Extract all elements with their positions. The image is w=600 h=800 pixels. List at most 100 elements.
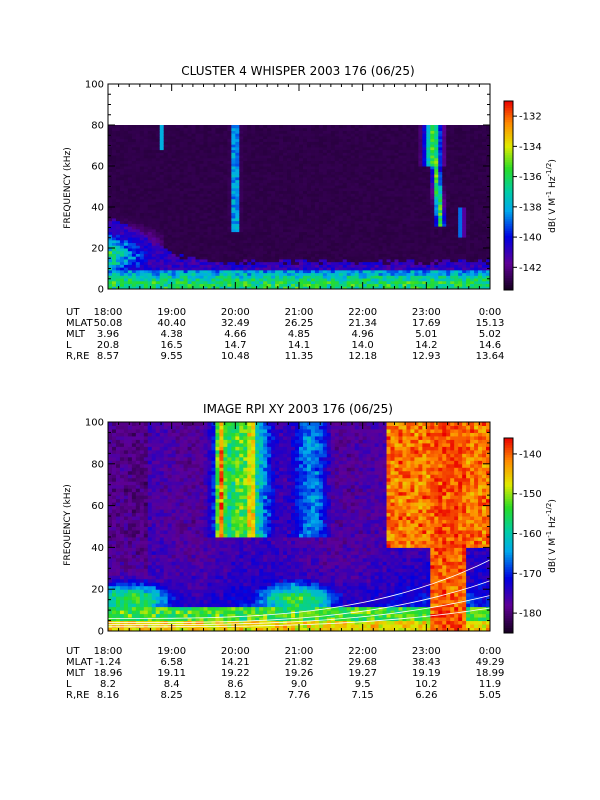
- whisper-cell: [378, 201, 384, 205]
- whisper-cell: [227, 176, 232, 181]
- whisper-cell: [346, 258, 352, 263]
- whisper-cell: [159, 174, 165, 178]
- whisper-cell: [199, 278, 204, 282]
- whisper-cell: [402, 226, 407, 230]
- whisper-cell: [263, 217, 268, 222]
- whisper-cell: [211, 204, 216, 208]
- whisper-cell: [390, 135, 395, 140]
- whisper-cell: [322, 146, 328, 151]
- whisper-cell: [155, 163, 161, 167]
- whisper-cell: [259, 245, 264, 249]
- whisper-cell: [171, 239, 177, 244]
- whisper-cell: [378, 198, 384, 203]
- whisper-cell: [127, 258, 133, 263]
- whisper-cell: [326, 190, 332, 194]
- whisper-cell: [259, 209, 264, 213]
- whisper-cell: [378, 185, 384, 189]
- whisper-cell: [334, 226, 340, 230]
- whisper-cell: [247, 237, 252, 241]
- whisper-cell: [175, 135, 181, 140]
- whisper-cell: [179, 242, 185, 246]
- whisper-cell: [287, 193, 292, 197]
- whisper-cell: [219, 157, 224, 162]
- whisper-cell: [179, 160, 185, 164]
- whisper-cell: [271, 261, 276, 265]
- whisper-cell: [163, 163, 169, 167]
- whisper-cell: [243, 258, 248, 263]
- whisper-cell: [159, 190, 165, 194]
- whisper-cell: [203, 152, 208, 156]
- whisper-cell: [175, 185, 181, 189]
- whisper-cell: [366, 163, 372, 167]
- whisper-cell: [390, 163, 395, 167]
- whisper-cell: [263, 269, 268, 274]
- whisper-cell: [279, 234, 284, 238]
- whisper-cell: [314, 283, 320, 287]
- whisper-cell: [287, 226, 292, 230]
- whisper-cell: [267, 166, 272, 170]
- whisper-cell: [267, 152, 272, 156]
- whisper-cell: [394, 272, 399, 276]
- whisper-cell: [135, 196, 141, 200]
- whisper-cell: [334, 130, 340, 134]
- whisper-cell: [179, 179, 185, 183]
- whisper-cell: [287, 174, 292, 178]
- whisper-cell: [175, 245, 181, 249]
- whisper-cell: [263, 237, 268, 241]
- whisper-cell: [115, 141, 121, 145]
- whisper-cell: [195, 152, 201, 156]
- whisper-cell: [322, 149, 328, 153]
- whisper-cell: [346, 190, 352, 194]
- whisper-cell: [295, 174, 300, 178]
- whisper-cell: [322, 217, 328, 222]
- whisper-cell: [139, 207, 145, 211]
- whisper-cell: [378, 239, 384, 244]
- whisper-cell: [342, 160, 348, 164]
- whisper-cell: [111, 248, 117, 252]
- whisper-cell: [406, 256, 411, 260]
- whisper-cell: [223, 228, 228, 233]
- whisper-cell: [247, 163, 252, 167]
- whisper-cell: [362, 155, 368, 159]
- whisper-cell: [235, 190, 240, 194]
- whisper-cell: [350, 160, 356, 164]
- whisper-cell: [159, 286, 165, 290]
- whisper-cell: [330, 237, 336, 241]
- whisper-cell: [231, 171, 236, 175]
- whisper-cell: [287, 141, 292, 145]
- whisper-cell: [251, 283, 256, 287]
- whisper-cell: [306, 149, 312, 153]
- whisper-cell: [346, 160, 352, 164]
- whisper-cell: [382, 146, 388, 151]
- whisper-cell: [310, 280, 316, 285]
- whisper-cell: [334, 125, 340, 129]
- whisper-cell: [314, 226, 320, 230]
- whisper-cell: [390, 217, 395, 222]
- whisper-cell: [155, 179, 161, 183]
- whisper-cell: [239, 179, 244, 183]
- whisper-cell: [326, 187, 332, 192]
- whisper-cell: [378, 146, 384, 151]
- whisper-cell: [239, 283, 244, 287]
- whisper-cell: [291, 256, 296, 260]
- whisper-cell: [406, 261, 411, 265]
- whisper-cell: [231, 125, 236, 129]
- whisper-cell: [295, 152, 300, 156]
- whisper-cell: [382, 256, 388, 260]
- whisper-cell: [123, 231, 129, 235]
- whisper-cell: [223, 157, 228, 162]
- whisper-cell: [402, 283, 407, 287]
- whisper-cell: [187, 220, 193, 224]
- whisper-cell: [318, 196, 324, 200]
- whisper-cell: [299, 179, 304, 183]
- whisper-cell: [199, 212, 204, 216]
- whisper-cell: [195, 185, 201, 189]
- whisper-cell: [123, 217, 129, 222]
- whisper-cell: [354, 146, 360, 151]
- whisper-cell: [111, 267, 117, 271]
- whisper-cell: [131, 278, 137, 282]
- whisper-cell: [199, 133, 204, 137]
- whisper-cell: [131, 187, 137, 192]
- whisper-cell: [366, 171, 372, 175]
- whisper-cell: [271, 155, 276, 159]
